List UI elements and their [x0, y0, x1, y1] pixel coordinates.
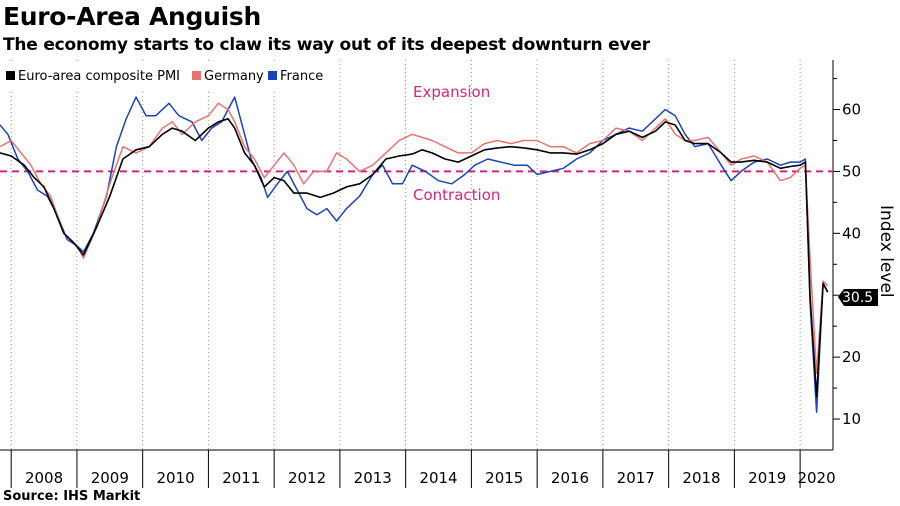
legend-label: France — [280, 69, 323, 84]
legend-label: Germany — [204, 69, 264, 84]
source-note: Source: IHS Markit — [3, 489, 141, 504]
x-tick-label: 2019 — [748, 469, 786, 487]
x-tick-label: 2012 — [288, 469, 326, 487]
legend-swatch — [6, 71, 15, 80]
y-tick-label: 10 — [842, 410, 861, 428]
legend-swatch — [192, 71, 201, 80]
expansion-annotation: Expansion — [413, 83, 490, 101]
series-line-euro-area-composite-pmi — [0, 118, 829, 398]
x-tick-label: 2020 — [797, 469, 835, 487]
x-tick-label: 2011 — [222, 469, 260, 487]
y-tick-label: 60 — [842, 101, 861, 119]
legend: Euro-area composite PMI Germany France — [0, 63, 328, 89]
x-tick-label: 2018 — [682, 469, 720, 487]
contraction-annotation: Contraction — [413, 186, 500, 204]
x-tick-label: 2016 — [551, 469, 589, 487]
last-value-label: 30.5 — [842, 290, 873, 306]
x-tick-label: 2014 — [419, 469, 457, 487]
y-axis-label: Index level — [876, 205, 896, 298]
series-line-germany — [0, 102, 829, 374]
last-value-marker-composite — [838, 289, 878, 306]
y-tick-label: 20 — [842, 348, 861, 366]
x-tick-label: 2015 — [485, 469, 523, 487]
y-tick-label: 40 — [842, 224, 861, 242]
y-tick-label: 50 — [842, 162, 861, 180]
x-tick-label: 2008 — [25, 469, 63, 487]
x-tick-label: 2009 — [91, 469, 129, 487]
x-tick-label: 2017 — [617, 469, 655, 487]
legend-label: Euro-area composite PMI — [18, 69, 180, 84]
x-tick-label: 2013 — [354, 469, 392, 487]
legend-swatch — [268, 71, 277, 80]
chart-title: Euro-Area Anguish — [3, 2, 261, 31]
chart-subtitle: The economy starts to claw its way out o… — [3, 35, 650, 55]
last-value-marker: 30.5 — [838, 289, 878, 306]
x-tick-label: 2010 — [156, 469, 194, 487]
